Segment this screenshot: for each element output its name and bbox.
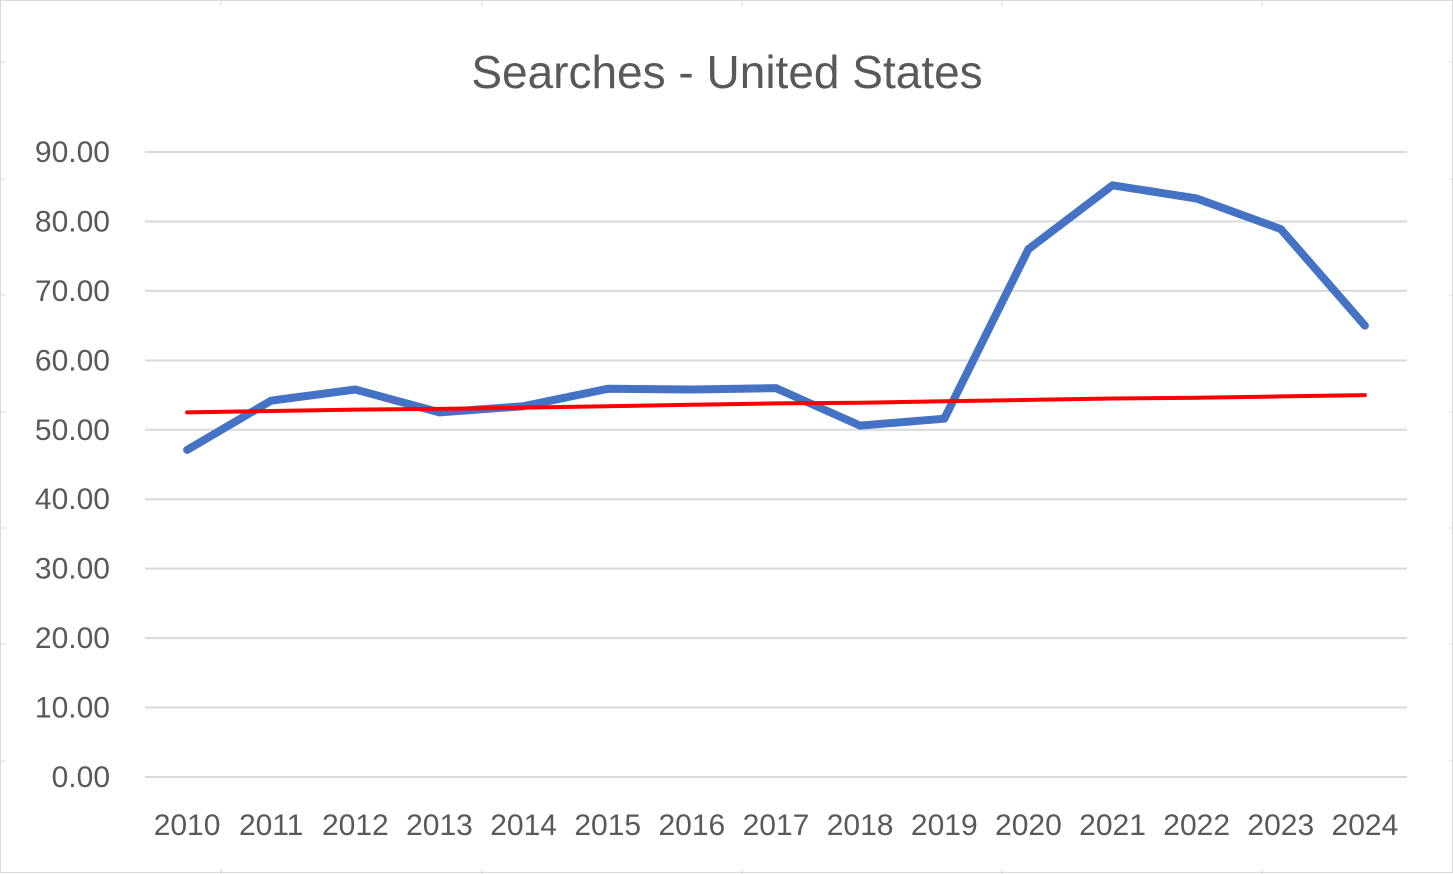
searches-series-line xyxy=(183,181,1369,454)
x-tick-label: 2023 xyxy=(1247,809,1314,842)
gridlines xyxy=(145,151,1407,778)
x-tick-label: 2017 xyxy=(743,809,810,842)
trendline-series xyxy=(185,393,1367,415)
x-tick-label: 2022 xyxy=(1163,809,1230,842)
chart-title: Searches - United States xyxy=(471,46,982,98)
y-tick-label: 80.00 xyxy=(35,205,110,238)
y-tick-label: 40.00 xyxy=(35,483,110,516)
x-tick-label: 2020 xyxy=(995,809,1062,842)
y-tick-label: 30.00 xyxy=(35,553,110,586)
y-tick-label: 10.00 xyxy=(35,692,110,725)
x-tick-label: 2012 xyxy=(322,809,389,842)
x-tick-label: 2018 xyxy=(827,809,894,842)
x-tick-label: 2014 xyxy=(490,809,557,842)
y-axis-tick-labels: 0.00 10.00 20.00 30.00 40.00 50.00 60.00 70.00 8… xyxy=(35,136,110,794)
y-tick-label: 50.00 xyxy=(35,414,110,447)
x-axis-tick-labels: 2010 2011 2012 2013 2014 2015 2016 2017 2018 2019… xyxy=(154,809,1399,842)
x-tick-label: 2013 xyxy=(406,809,473,842)
series-layer xyxy=(183,181,1369,454)
x-tick-label: 2019 xyxy=(911,809,978,842)
y-tick-label: 20.00 xyxy=(35,622,110,655)
x-tick-label: 2016 xyxy=(658,809,725,842)
y-tick-label: 0.00 xyxy=(52,761,110,794)
y-tick-label: 90.00 xyxy=(35,136,110,169)
x-tick-label: 2011 xyxy=(239,809,304,842)
x-tick-label: 2010 xyxy=(154,809,221,842)
x-tick-label: 2021 xyxy=(1079,809,1146,842)
x-tick-label: 2024 xyxy=(1332,809,1399,842)
y-tick-label: 60.00 xyxy=(35,344,110,377)
y-tick-label: 70.00 xyxy=(35,275,110,308)
x-tick-label: 2015 xyxy=(574,809,641,842)
